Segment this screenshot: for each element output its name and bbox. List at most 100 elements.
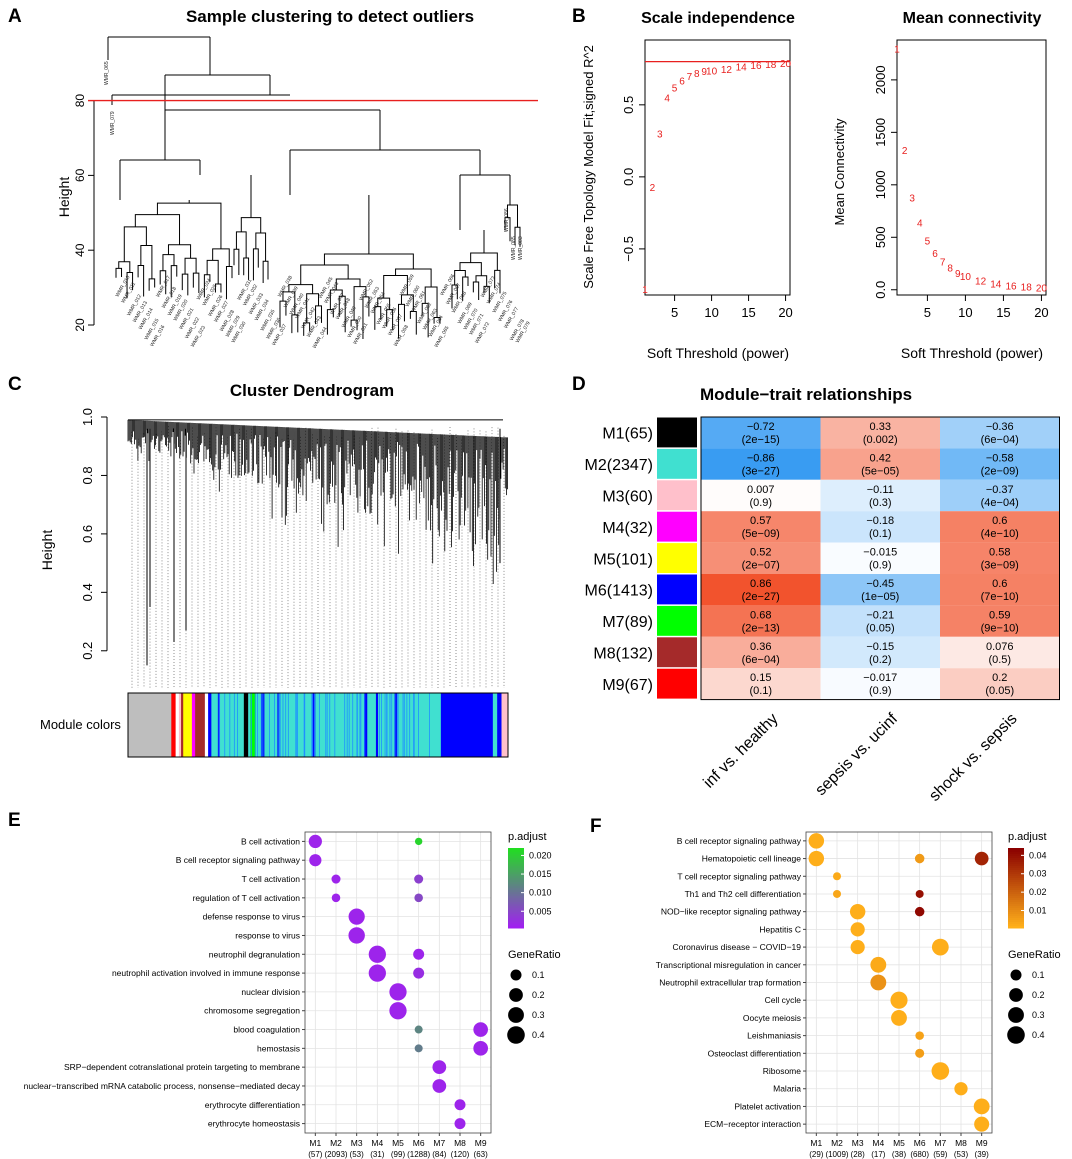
dendrogram-branch: [504, 217, 511, 242]
dendrogram-branch: [300, 264, 349, 285]
color-legend-swatch: [508, 910, 524, 913]
plot-frame: [644, 39, 791, 296]
cell-pvalue: (3e−27): [742, 465, 780, 477]
size-legend-label: 0.4: [1032, 1030, 1045, 1040]
enrichment-dot: [414, 1044, 423, 1053]
dendrogram-branch: [233, 248, 240, 275]
color-legend-swatch: [508, 864, 524, 867]
dendrogram-branch: [137, 264, 145, 297]
module-color-stripe: [269, 693, 270, 757]
module-label: M8: [955, 1138, 967, 1148]
module-label: M7: [433, 1138, 445, 1148]
enrichment-dot: [973, 1098, 990, 1115]
term-label: T cell receptor signaling pathway: [677, 871, 801, 881]
cell-pvalue: (0.1): [749, 685, 772, 697]
module-color-stripe: [325, 693, 327, 757]
power-point-label: 3: [909, 193, 915, 204]
term-label: NOD−like receptor signaling pathway: [661, 907, 802, 917]
x-tick-label: 10: [958, 305, 972, 320]
enrichment-dot: [432, 1060, 447, 1075]
module-label: M8: [454, 1138, 466, 1148]
term-label: response to virus: [235, 930, 300, 940]
module-color-segment: [178, 693, 182, 757]
color-legend-swatch: [508, 868, 524, 871]
term-label: Th1 and Th2 cell differentiation: [685, 889, 802, 899]
color-legend-swatch: [1008, 882, 1024, 885]
panel-letter-c: C: [8, 374, 22, 395]
power-point-label: 7: [687, 72, 693, 83]
cell-correlation: 0.36: [750, 641, 771, 653]
enrichment-dot: [432, 1079, 447, 1093]
enrichment-dot: [931, 938, 949, 956]
cell-pvalue: (4e−04): [981, 497, 1019, 509]
enrichment-dot: [915, 889, 924, 898]
module-color-segment: [394, 693, 398, 757]
module-color-stripe: [237, 693, 238, 757]
panel-a-y-axis: 20 40 60 80: [73, 94, 95, 332]
module-color-segment: [211, 693, 219, 757]
dendrogram-branch: [507, 204, 518, 228]
power-point-label: 9: [955, 269, 961, 280]
x-tick-label: 15: [996, 305, 1010, 320]
color-legend-swatch: [1008, 850, 1024, 853]
row-label: M1(65): [602, 426, 653, 443]
color-legend-swatch: [508, 904, 524, 907]
module-color-segment: [367, 693, 377, 757]
dendrogram-branch: [350, 319, 358, 331]
panel-d-title: Module−trait relationships: [700, 385, 912, 404]
dendrogram-branch: [329, 289, 343, 310]
power-point-label: 7: [940, 257, 946, 268]
row-module-color: [657, 480, 697, 511]
dendrogram-branch: [353, 286, 367, 321]
term-label: ECM−receptor interaction: [704, 1119, 801, 1129]
color-legend-swatch: [1008, 852, 1024, 855]
module-label: M5: [392, 1138, 404, 1148]
heatmap-cell: [701, 448, 821, 480]
color-legend-swatch: [1008, 916, 1024, 919]
dendrogram-branch: [126, 271, 134, 299]
cell-correlation: −0.45: [866, 578, 894, 590]
module-count-label: (680): [910, 1150, 929, 1159]
color-legend-swatch: [508, 886, 524, 889]
term-label: nuclear division: [241, 987, 300, 997]
color-legend-swatch: [1008, 890, 1024, 893]
enrichment-dot: [348, 908, 365, 925]
y-tick-label: 0.0: [621, 168, 636, 186]
module-count-label: (99): [391, 1150, 406, 1159]
heatmap-cell: [940, 448, 1060, 480]
module-color-stripe: [257, 693, 258, 757]
size-legend-dot: [1007, 1026, 1025, 1044]
color-legend-swatch: [1008, 888, 1024, 891]
module-color-stripe: [218, 693, 220, 757]
color-legend-swatch: [508, 914, 524, 917]
term-label: nuclear−transcribed mRNA catabolic proce…: [24, 1081, 301, 1091]
color-legend-swatch: [1008, 874, 1024, 877]
panel-b1-title: Scale independence: [641, 10, 795, 27]
x-tick-label: 20: [1034, 305, 1048, 320]
dendrogram-branch: [225, 265, 233, 300]
size-legend-dot: [1010, 969, 1022, 981]
heatmap-cell: [701, 511, 821, 543]
color-legend-swatch: [508, 884, 524, 887]
module-color-stripe: [224, 693, 226, 757]
color-legend-swatch: [1008, 906, 1024, 909]
color-legend-swatch: [1008, 880, 1024, 883]
y-tick-label: 80: [73, 94, 87, 108]
panel-letter-f: F: [590, 816, 602, 837]
module-color-stripe: [391, 693, 393, 757]
cell-pvalue: (0.9): [869, 685, 892, 697]
dendrogram-branch: [167, 244, 192, 259]
color-legend-label: 0.005: [529, 906, 552, 916]
term-label: Osteoclast differentiation: [708, 1048, 802, 1058]
enrichment-dot: [891, 1009, 907, 1026]
module-color-stripe: [304, 693, 306, 757]
panel-b2-y-label: Mean Connectivity: [832, 118, 847, 225]
size-legend-dot: [1009, 988, 1023, 1002]
heatmap-cell: [701, 668, 821, 700]
module-count-label: (53): [954, 1150, 969, 1159]
panel-a-title: Sample clustering to detect outliers: [186, 7, 474, 26]
color-legend-swatch: [1008, 876, 1024, 879]
module-label: M3: [852, 1138, 864, 1148]
color-legend-swatch: [1008, 872, 1024, 875]
